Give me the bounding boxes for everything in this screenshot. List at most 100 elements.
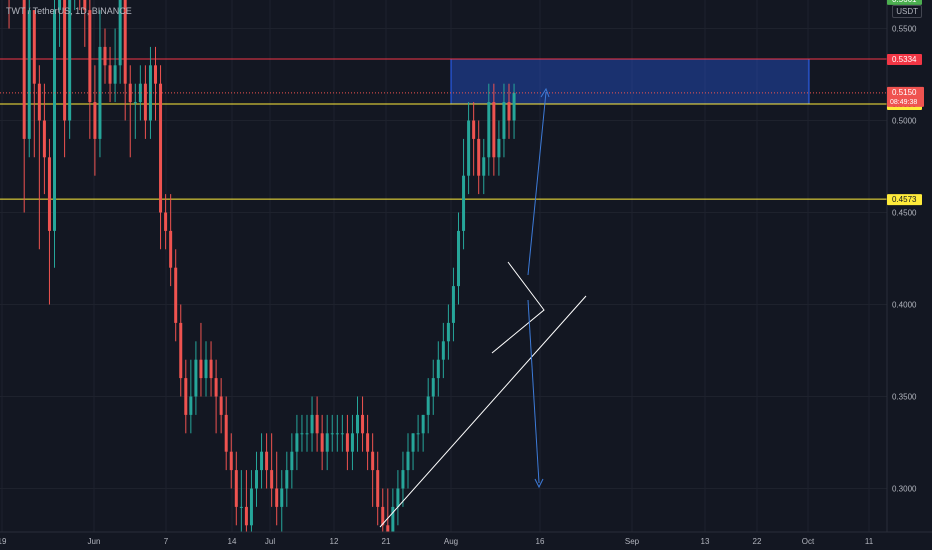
candle-body	[179, 322, 183, 379]
candle-body	[366, 433, 370, 452]
candle-body	[446, 322, 450, 342]
candle-body	[234, 470, 238, 507]
candle-body	[280, 488, 284, 507]
candle-body	[118, 0, 122, 66]
candle-body	[83, 0, 87, 11]
candle-body	[174, 267, 178, 323]
candle-body	[184, 378, 188, 415]
candle-body	[189, 396, 193, 415]
candle-body	[451, 286, 455, 323]
candle-body	[209, 359, 213, 379]
candle-body	[502, 102, 506, 139]
candle-body	[143, 83, 147, 121]
countdown-text: 08:49:38	[890, 99, 917, 106]
candle-body	[229, 451, 233, 471]
candle-body	[376, 470, 380, 507]
candle-body	[441, 341, 445, 360]
candle-body	[325, 433, 329, 452]
time-tick-label: 22	[753, 537, 762, 546]
price-axis[interactable]	[887, 0, 932, 550]
candle-body	[239, 506, 243, 508]
candle-body	[265, 451, 269, 471]
last-price-text: 0.5150	[892, 88, 917, 97]
level-label-text: 0.5334	[892, 55, 917, 64]
time-tick-label: 7	[164, 537, 169, 546]
candle-body	[431, 378, 435, 397]
candle-body	[270, 470, 274, 489]
time-tick-label: 12	[330, 537, 339, 546]
candle-body	[255, 470, 258, 489]
candle-body	[194, 359, 198, 397]
candle-body	[416, 433, 420, 435]
last-price-label	[887, 86, 924, 107]
candle-body	[154, 65, 157, 84]
time-tick-label: 11	[865, 537, 874, 546]
symbol-title[interactable]: TWT / TetherUS, 1D, BINANCE	[6, 6, 132, 16]
time-tick-label: Oct	[802, 537, 815, 546]
time-tick-label: 13	[701, 537, 710, 546]
price-tick-label: 0.3500	[892, 393, 917, 402]
candle-body	[42, 120, 46, 158]
candle-body	[27, 10, 31, 139]
candle-body	[305, 433, 309, 435]
candle-body	[128, 83, 132, 103]
currency-button[interactable]: USDT	[892, 5, 922, 18]
candle-body	[426, 396, 430, 415]
candle-body	[22, 0, 26, 139]
candle-body	[204, 359, 208, 379]
candle-body	[103, 46, 107, 66]
candle-body	[396, 488, 400, 507]
candle-body	[53, 10, 56, 231]
candle-body	[93, 102, 97, 139]
triangle-pattern	[491, 261, 545, 354]
candle-body	[330, 433, 334, 435]
candle-body	[340, 433, 344, 435]
candle-body	[164, 212, 168, 231]
candle-body	[63, 0, 67, 121]
candle-body	[345, 433, 349, 452]
time-axis[interactable]	[0, 532, 887, 550]
time-tick-label: Aug	[444, 537, 458, 546]
candle-body	[113, 65, 117, 84]
candle-body	[290, 451, 294, 471]
candle-body	[497, 138, 501, 158]
time-tick-label: Jun	[88, 537, 101, 546]
price-tick-label: 0.5000	[892, 117, 917, 126]
candle-body	[421, 414, 425, 434]
candle-body	[199, 359, 203, 379]
time-tick-label: Sep	[625, 537, 640, 546]
candle-body	[68, 0, 72, 121]
ascending-trendline	[379, 295, 587, 528]
time-tick-label: Jul	[265, 537, 275, 546]
time-tick-label: 16	[536, 537, 545, 546]
candle-body	[462, 175, 466, 231]
candle-body	[371, 451, 375, 471]
candle-body	[169, 230, 173, 268]
candle-body	[275, 488, 279, 507]
candle-body	[224, 414, 228, 452]
candle-body	[492, 102, 496, 158]
projection-down-line	[527, 299, 540, 484]
candle-body	[315, 414, 319, 434]
level-label-text: 0.5661	[892, 0, 917, 4]
candle-body	[477, 138, 481, 176]
level-label-text: 0.4573	[892, 195, 917, 204]
candle-body	[47, 157, 51, 231]
candle-body	[159, 83, 163, 213]
candle-body	[320, 433, 324, 452]
candle-body	[401, 470, 405, 489]
candle-body	[391, 506, 395, 544]
candle-body	[436, 359, 440, 379]
candle-body	[406, 451, 410, 471]
candle-body	[507, 102, 511, 121]
candle-body	[108, 65, 112, 84]
candle-body	[350, 433, 354, 452]
level-label-0.5661	[887, 0, 922, 5]
candle-body	[335, 433, 339, 435]
candle-body	[472, 120, 476, 139]
candle-body	[37, 83, 41, 121]
level-label-0.4573	[887, 194, 922, 206]
time-tick-label: 21	[382, 537, 391, 546]
